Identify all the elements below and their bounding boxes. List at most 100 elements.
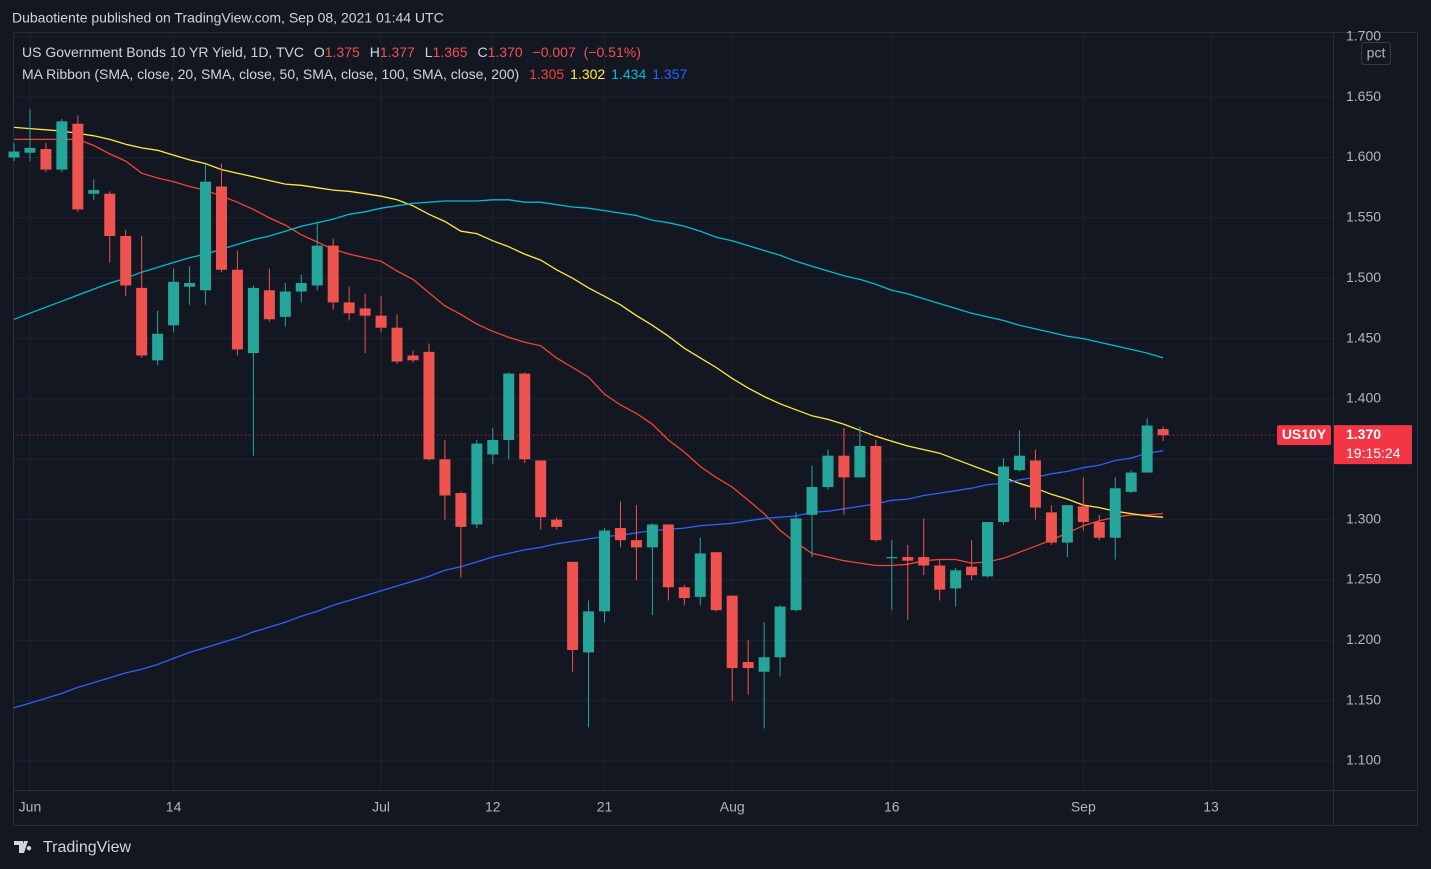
candle-body — [1125, 472, 1137, 492]
overlay: US Government Bonds 10 YR Yield, 1D, TVC… — [14, 42, 1391, 856]
ohlc-value: 1.370 — [488, 44, 523, 60]
candle-body — [950, 570, 962, 589]
countdown: 19:15:24 — [1346, 445, 1401, 461]
candle-body — [519, 373, 531, 460]
candle-body — [247, 287, 259, 354]
candle-body — [72, 123, 84, 210]
candle-body — [982, 522, 994, 577]
indicator-legend: MA Ribbon (SMA, close, 20, SMA, close, 5… — [22, 66, 687, 82]
candle-body — [710, 552, 722, 611]
candle-body — [120, 235, 132, 286]
x-tick-label: Aug — [720, 799, 745, 815]
candle-body — [1093, 522, 1105, 538]
legend-line: US Government Bonds 10 YR Yield, 1D, TVC… — [22, 44, 641, 60]
symbol-tag-label: US10Y — [1282, 426, 1327, 442]
ohlc-value: 1.375 — [325, 44, 360, 60]
price-tag — [1334, 425, 1412, 465]
candle-body — [279, 291, 291, 317]
candle-body — [407, 355, 419, 361]
candle-body — [168, 281, 180, 326]
plot: 1.1001.1501.2001.2501.3001.3501.4001.450… — [8, 28, 1412, 815]
y-tick-label: 1.700 — [1346, 28, 1381, 44]
candle-body — [104, 193, 116, 236]
candle-body — [40, 149, 52, 170]
candle-body — [630, 540, 642, 548]
candle-body — [359, 308, 371, 316]
x-tick-label: Sep — [1071, 799, 1096, 815]
y-tick-label: 1.650 — [1346, 88, 1381, 104]
candle-body — [391, 327, 403, 362]
ohlc-key: C — [477, 44, 487, 60]
candle-body — [8, 151, 20, 158]
x-tick-label: 16 — [884, 799, 900, 815]
candle-body — [870, 446, 882, 541]
candle-body — [583, 611, 595, 653]
candle-body — [375, 315, 387, 328]
candle-body — [998, 466, 1010, 523]
ma-line — [13, 450, 1164, 709]
candle-body — [152, 333, 164, 361]
y-tick-label: 1.450 — [1346, 329, 1381, 345]
candle-body — [599, 530, 611, 612]
candle-body — [934, 565, 946, 590]
x-tick-label: 12 — [485, 799, 501, 815]
candle-body — [471, 443, 483, 525]
candle-body — [551, 519, 563, 527]
indicator-value: 1.357 — [652, 66, 687, 82]
candle-body — [184, 283, 196, 287]
candle-body — [231, 269, 243, 350]
ohlc-key: L — [425, 44, 433, 60]
candle-body — [263, 290, 275, 320]
y-tick-label: 1.200 — [1346, 631, 1381, 647]
candle-body — [614, 528, 626, 541]
candle-body — [455, 493, 467, 527]
candle-body — [567, 561, 579, 650]
indicator-value: 1.434 — [611, 66, 646, 82]
candle-body — [806, 487, 818, 515]
candle-body — [662, 524, 674, 588]
y-tick-label: 1.400 — [1346, 390, 1381, 406]
candle-body — [1141, 425, 1153, 473]
candle-body — [88, 190, 100, 194]
x-tick-label: 13 — [1203, 799, 1219, 815]
candle-body — [535, 460, 547, 518]
candle-body — [56, 121, 68, 170]
price-tag-label: 1.370 — [1346, 426, 1381, 442]
ohlc-value: 1.365 — [433, 44, 468, 60]
candle-body — [200, 181, 212, 291]
y-tick-label: 1.100 — [1346, 752, 1381, 768]
candle-body — [423, 351, 435, 460]
frame — [13, 32, 1418, 826]
brand: TradingView — [43, 839, 131, 856]
logo: TradingView — [14, 839, 131, 856]
y-tick-label: 1.500 — [1346, 269, 1381, 285]
candle-body — [758, 657, 770, 672]
candle-body — [295, 283, 307, 292]
logo-mark — [14, 841, 32, 853]
candle-body — [487, 439, 499, 455]
ohlc-key: H — [370, 44, 380, 60]
candle-body — [678, 587, 690, 599]
candle-body — [1077, 506, 1089, 523]
candle-body — [902, 557, 914, 561]
candle-body — [327, 245, 339, 303]
candle-body — [1109, 488, 1121, 538]
y-tick-label: 1.550 — [1346, 209, 1381, 225]
candle-body — [790, 518, 802, 611]
ma-line — [13, 126, 1164, 518]
candle-body — [726, 595, 738, 669]
candle-body — [24, 147, 36, 153]
unit-box — [1361, 42, 1391, 65]
symbol-tag — [1277, 425, 1331, 446]
candle-body — [1157, 429, 1169, 436]
change-pct: (−0.51%) — [584, 44, 641, 60]
x-tick-label: Jun — [19, 799, 42, 815]
candle-body — [1029, 460, 1041, 508]
indicator-value: 1.305 — [529, 66, 564, 82]
y-tick-label: 1.250 — [1346, 571, 1381, 587]
candle-body — [694, 553, 706, 597]
candle-body — [838, 455, 850, 478]
